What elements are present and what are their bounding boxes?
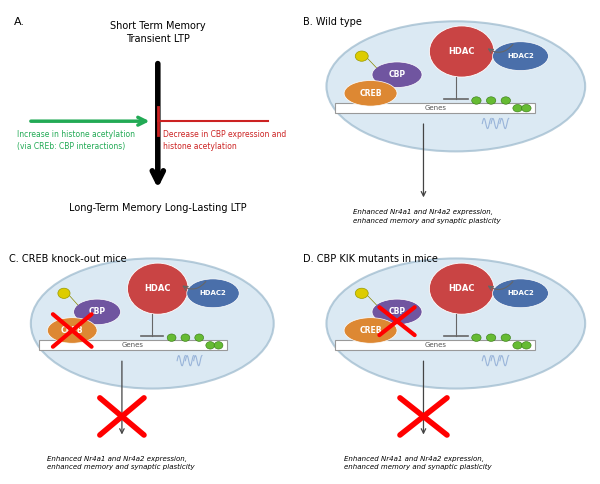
Text: Increase in histone acetylation
(via CREb: CBP interactions): Increase in histone acetylation (via CRE… [17,131,135,151]
Text: CBP: CBP [89,307,106,317]
Text: HDAC2: HDAC2 [507,290,534,296]
Circle shape [127,263,188,314]
Text: CBP: CBP [388,70,406,79]
Circle shape [521,342,531,349]
Ellipse shape [47,318,97,343]
Text: C. CREB knock-out mice: C. CREB knock-out mice [9,254,127,264]
Circle shape [513,105,522,112]
Text: HDAC2: HDAC2 [507,53,534,59]
Circle shape [214,342,223,349]
Ellipse shape [74,299,121,325]
Circle shape [521,105,531,112]
Circle shape [355,288,368,299]
Circle shape [472,334,481,341]
Text: Decrease in CBP expression and
histone acetylation: Decrease in CBP expression and histone a… [163,131,287,151]
Text: CREB: CREB [359,89,382,98]
Text: Enhanced Nr4a1 and Nr4a2 expression,
enhanced memory and synaptic plasticity: Enhanced Nr4a1 and Nr4a2 expression, enh… [47,456,195,470]
Circle shape [181,334,190,341]
Circle shape [355,51,368,61]
Text: CBP: CBP [388,307,406,317]
Text: Genes: Genes [424,342,446,348]
Bar [39,340,227,350]
Text: B. Wild type: B. Wild type [303,16,362,27]
Circle shape [487,97,496,104]
Ellipse shape [372,299,422,325]
Text: Enhanced Nr4a1 and Nr4a2 expression,
enhanced memory and synaptic plasticity: Enhanced Nr4a1 and Nr4a2 expression, enh… [344,456,492,470]
Circle shape [501,334,511,341]
Text: HDAC: HDAC [448,284,475,293]
Text: Genes: Genes [424,105,446,111]
Text: Genes: Genes [122,342,144,348]
Circle shape [430,263,494,314]
Text: HDAC2: HDAC2 [200,290,226,296]
Text: Enhanced Nr4a1 and Nr4a2 expression,
enhanced memory and synaptic plasticity: Enhanced Nr4a1 and Nr4a2 expression, enh… [353,210,500,224]
Ellipse shape [187,279,239,308]
Circle shape [195,334,203,341]
Ellipse shape [326,258,585,389]
Text: CREB: CREB [61,326,83,335]
Text: A.: A. [14,16,25,27]
Circle shape [167,334,176,341]
Text: D. CBP KIK mutants in mice: D. CBP KIK mutants in mice [303,254,438,264]
Ellipse shape [326,21,585,151]
Text: CREB: CREB [359,326,382,335]
Ellipse shape [493,279,548,308]
Ellipse shape [493,42,548,71]
Ellipse shape [372,62,422,88]
Text: HDAC: HDAC [448,47,475,56]
Ellipse shape [344,318,397,343]
Circle shape [430,26,494,77]
Text: Short Term Memory
Transient LTP: Short Term Memory Transient LTP [110,21,206,45]
Circle shape [472,97,481,104]
Bar [335,340,535,350]
Circle shape [513,342,522,349]
Circle shape [487,334,496,341]
Ellipse shape [344,80,397,106]
Text: Long-Term Memory Long-Lasting LTP: Long-Term Memory Long-Lasting LTP [69,202,247,212]
Circle shape [501,97,511,104]
Circle shape [58,288,70,299]
Ellipse shape [31,258,274,389]
Circle shape [206,342,215,349]
Text: HDAC: HDAC [145,284,171,293]
Bar [335,103,535,113]
